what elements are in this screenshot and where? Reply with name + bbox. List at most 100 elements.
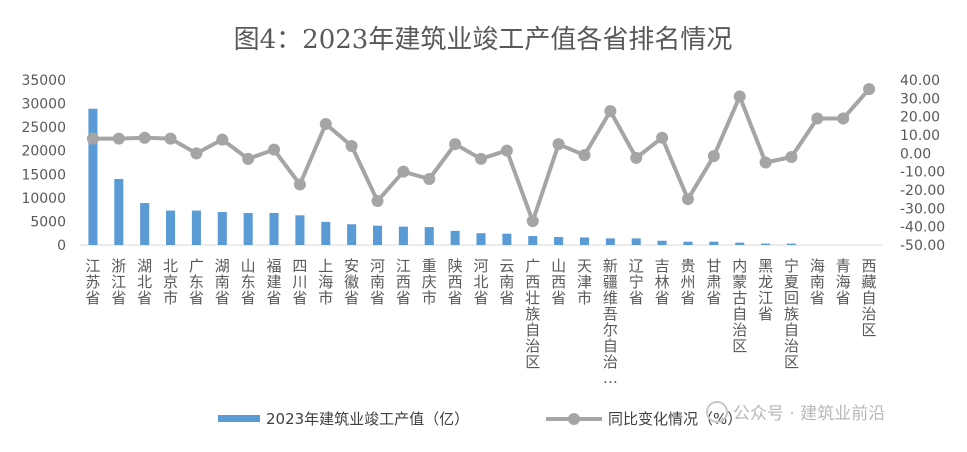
bar-series xyxy=(88,108,796,245)
line-point xyxy=(112,132,125,145)
bar xyxy=(554,236,564,245)
line-point xyxy=(397,165,410,178)
x-tick-label: 江西省 xyxy=(396,257,411,307)
line-point xyxy=(500,144,513,157)
line-point xyxy=(293,178,306,191)
bar xyxy=(528,236,538,245)
bar xyxy=(140,203,150,245)
line-point xyxy=(604,105,617,118)
legend-line-marker xyxy=(568,413,580,425)
bar xyxy=(269,212,279,245)
x-tick-label: 山西省 xyxy=(551,257,566,307)
y-right-tick-label: -20.00 xyxy=(900,183,945,199)
y-right-tick-label: 10.00 xyxy=(900,128,940,144)
bar xyxy=(579,237,590,245)
y-left-tick-label: 25000 xyxy=(21,120,66,136)
bar xyxy=(450,230,460,245)
legend: 2023年建筑业竣工产值（亿） 同比变化情况（%） xyxy=(218,410,742,428)
watermark: 公众号 · 建筑业前沿 xyxy=(706,401,885,424)
x-tick-label: 云南省 xyxy=(499,257,514,307)
x-tick-label: 河北省 xyxy=(473,257,488,307)
y-left-tick-label: 20000 xyxy=(21,144,66,160)
legend-bar-label: 2023年建筑业竣工产值（亿） xyxy=(266,410,469,428)
legend-line-label: 同比变化情况（%） xyxy=(608,410,742,428)
x-tick-label: 内蒙古自治区 xyxy=(732,257,747,355)
line-point xyxy=(552,138,565,151)
line-point xyxy=(86,132,99,145)
y-left-tick-label: 35000 xyxy=(21,73,66,89)
line-point xyxy=(785,151,798,163)
bar xyxy=(166,210,176,245)
y-right-tick-label: -10.00 xyxy=(900,165,945,181)
y-left-tick-label: 10000 xyxy=(21,191,66,207)
x-tick-label: 湖南省 xyxy=(215,257,230,307)
line-series xyxy=(86,83,876,228)
line-point xyxy=(656,131,669,144)
x-tick-label: 山东省 xyxy=(241,257,256,307)
line-point xyxy=(423,173,436,185)
x-tick-label: 河南省 xyxy=(370,257,385,307)
bar xyxy=(217,212,227,245)
x-tick-label: 广东省 xyxy=(189,257,204,307)
bar xyxy=(502,233,512,245)
x-tick-label: 甘肃省 xyxy=(706,257,721,307)
chart-title: 图4：2023年建筑业竣工产值各省排名情况 xyxy=(234,25,733,55)
x-tick-label: 广西壮族自治区 xyxy=(525,257,540,371)
line-point xyxy=(811,112,824,125)
y-right-tick-label: 0.00 xyxy=(900,146,931,162)
y-axis-right: -50.00 -40.00 -30.00 -20.00 -10.00 0.00 10.00 2… xyxy=(900,73,945,254)
y-right-tick-label: -30.00 xyxy=(900,201,945,217)
y-right-tick-label: -50.00 xyxy=(900,238,945,254)
x-tick-label: 重庆市 xyxy=(422,257,437,307)
line-point xyxy=(578,149,591,162)
line-point xyxy=(242,152,255,165)
bar xyxy=(114,179,124,245)
bar xyxy=(347,224,357,245)
line-point xyxy=(630,151,643,164)
y-axis-left: 0 5000 10000 15000 20000 25000 30000 35000 xyxy=(21,73,66,254)
line-point xyxy=(138,131,151,144)
bar xyxy=(761,243,771,245)
x-tick-label: 江苏省 xyxy=(85,257,100,307)
bar xyxy=(605,238,615,245)
line-point xyxy=(449,138,462,151)
line-point xyxy=(190,147,203,160)
bar xyxy=(295,215,305,245)
y-right-tick-label: -40.00 xyxy=(900,220,945,236)
x-tick-label: 黑龙江省 xyxy=(758,257,773,323)
line-point xyxy=(526,215,539,228)
x-tick-label: 青海省 xyxy=(836,257,851,307)
y-left-tick-label: 0 xyxy=(57,238,66,254)
x-tick-label: 宁夏回族自治区 xyxy=(784,257,799,371)
x-tick-label: 天津市 xyxy=(577,257,592,307)
x-tick-label: 湖北省 xyxy=(137,257,152,307)
x-tick-label: 西藏自治区 xyxy=(862,257,877,339)
bar xyxy=(243,212,253,245)
line-point xyxy=(759,156,772,169)
y-right-tick-label: 40.00 xyxy=(900,73,940,89)
y-left-tick-label: 5000 xyxy=(30,214,66,230)
line-point xyxy=(345,140,358,152)
x-tick-label: 新疆维吾尔自治… xyxy=(603,257,618,387)
bar xyxy=(631,238,641,245)
x-tick-label: 上海市 xyxy=(318,257,333,307)
y-left-tick-label: 30000 xyxy=(21,97,66,113)
bar xyxy=(786,243,796,245)
x-axis-labels: 江苏省浙江省湖北省北京市广东省湖南省山东省福建省四川省上海市安徽省河南省江西省重… xyxy=(85,257,876,387)
line-point xyxy=(837,112,850,125)
line-point xyxy=(371,195,384,207)
line-point xyxy=(733,90,746,103)
watermark-logo-icon xyxy=(706,401,728,423)
bar xyxy=(683,241,693,245)
bar xyxy=(372,225,383,245)
x-tick-label: 吉林省 xyxy=(655,257,670,307)
x-tick-label: 辽宁省 xyxy=(629,257,644,307)
line-point xyxy=(319,118,332,130)
y-left-tick-label: 15000 xyxy=(21,167,66,183)
x-tick-label: 贵州省 xyxy=(680,257,695,307)
x-tick-label: 福建省 xyxy=(267,257,282,307)
line-point xyxy=(216,133,229,146)
bar xyxy=(321,221,331,245)
bar xyxy=(398,226,408,245)
